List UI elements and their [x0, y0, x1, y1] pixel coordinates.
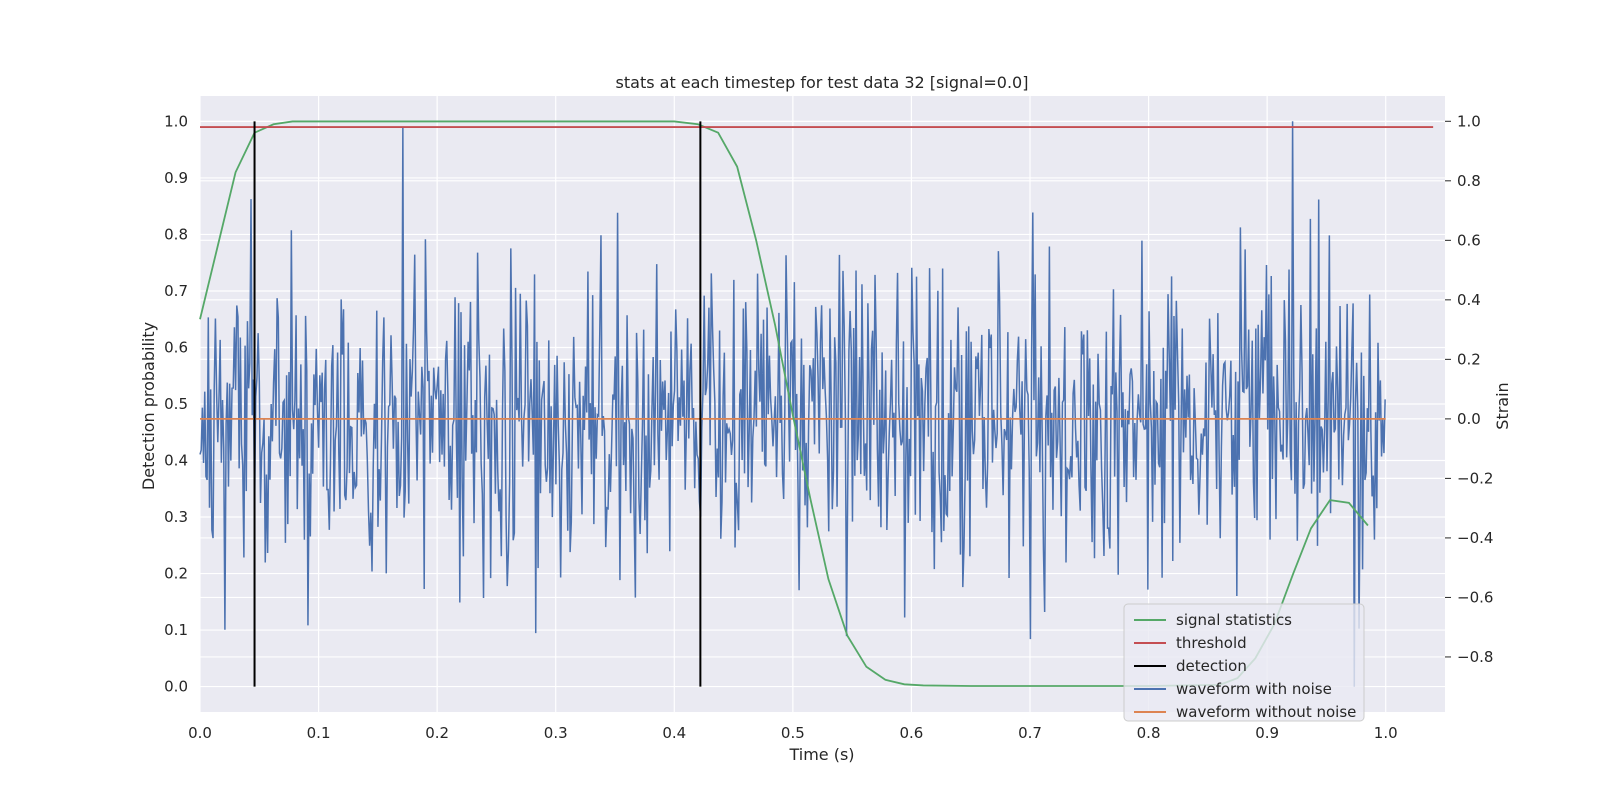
y-right-tick-label: −0.2: [1457, 469, 1493, 487]
x-tick-label: 0.7: [1018, 724, 1042, 742]
chart-title: stats at each timestep for test data 32 …: [616, 73, 1029, 92]
y-right-tick-label: 1.0: [1457, 112, 1481, 130]
x-axis-label: Time (s): [788, 745, 854, 764]
x-tick-label: 0.8: [1137, 724, 1161, 742]
y-left-tick-label: 0.0: [164, 678, 188, 696]
y-right-tick-label: 0.0: [1457, 410, 1481, 428]
y-left-tick-label: 0.2: [164, 565, 188, 583]
y-left-axis-ticks: 0.0 0.1 0.2 0.3 0.4 0.5 0.6 0.7 0.8 0.9 1.0: [164, 112, 188, 695]
y-right-axis-label: Strain: [1493, 382, 1512, 429]
y-right-tick-label: −0.8: [1457, 648, 1493, 666]
legend-label: detection: [1176, 657, 1247, 675]
x-tick-label: 0.9: [1255, 724, 1279, 742]
legend-label: threshold: [1176, 634, 1247, 652]
y-left-tick-label: 0.6: [164, 338, 188, 356]
x-tick-label: 0.1: [307, 724, 331, 742]
x-axis-ticks: 0.0 0.1 0.2 0.3 0.4 0.5 0.6 0.7 0.8 0.9 1.0: [188, 724, 1398, 742]
legend-label: waveform without noise: [1176, 703, 1356, 721]
y-right-tick-label: 0.2: [1457, 350, 1481, 368]
y-right-tick-label: −0.4: [1457, 529, 1493, 547]
y-right-axis-ticks: −0.8 −0.6 −0.4 −0.2 0.0 0.2 0.4 0.6 0.8 1.0: [1445, 112, 1493, 666]
legend: signal statistics threshold detection wavef…: [1123, 603, 1365, 722]
y-right-tick-label: −0.6: [1457, 588, 1493, 606]
series-waveform-with-noise: [199, 121, 1386, 687]
y-left-tick-label: 0.4: [164, 452, 188, 470]
y-left-tick-label: 0.1: [164, 621, 188, 639]
y-right-tick-label: 0.8: [1457, 172, 1481, 190]
legend-box: [1123, 603, 1365, 722]
x-tick-label: 0.2: [425, 724, 449, 742]
y-left-tick-label: 0.7: [164, 282, 188, 300]
y-left-tick-label: 0.9: [164, 169, 188, 187]
y-left-tick-label: 0.8: [164, 225, 188, 243]
y-left-tick-label: 0.5: [164, 395, 188, 413]
x-tick-label: 0.0: [188, 724, 212, 742]
y-left-tick-label: 1.0: [164, 112, 188, 130]
x-tick-label: 0.5: [781, 724, 805, 742]
x-tick-label: 0.6: [899, 724, 923, 742]
x-tick-label: 0.4: [662, 724, 686, 742]
y-right-tick-label: 0.4: [1457, 291, 1481, 309]
x-tick-label: 0.3: [544, 724, 568, 742]
y-right-tick-label: 0.6: [1457, 231, 1481, 249]
legend-label: waveform with noise: [1176, 680, 1332, 698]
y-left-tick-label: 0.3: [164, 508, 188, 526]
x-tick-label: 1.0: [1374, 724, 1398, 742]
legend-label: signal statistics: [1176, 611, 1292, 629]
y-left-axis-label: Detection probability: [139, 322, 158, 490]
